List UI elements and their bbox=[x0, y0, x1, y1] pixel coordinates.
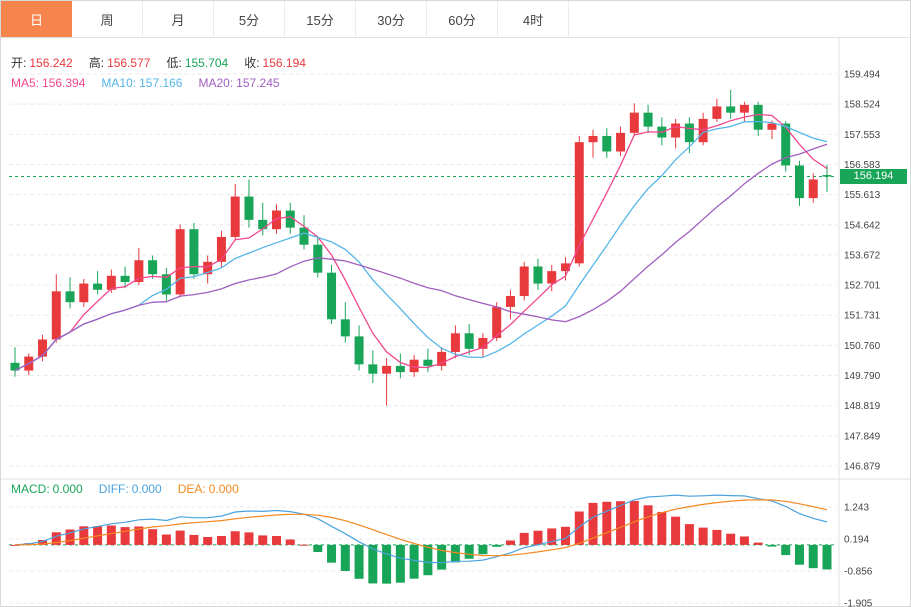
svg-text:151.731: 151.731 bbox=[844, 311, 881, 322]
svg-text:152.701: 152.701 bbox=[844, 281, 881, 292]
svg-text:154.642: 154.642 bbox=[844, 220, 881, 231]
tab-day[interactable]: 日 bbox=[1, 1, 72, 37]
svg-text:150.760: 150.760 bbox=[844, 341, 881, 352]
svg-text:1.243: 1.243 bbox=[844, 503, 869, 514]
candlestick-macd-svg: 159.494 158.524 157.553 156.583 155.613 154.6… bbox=[1, 38, 910, 607]
tab-60min[interactable]: 60分 bbox=[427, 1, 498, 37]
tab-30min[interactable]: 30分 bbox=[356, 1, 427, 37]
svg-text:156.583: 156.583 bbox=[844, 160, 881, 171]
svg-text:153.672: 153.672 bbox=[844, 250, 881, 261]
svg-text:157.553: 157.553 bbox=[844, 130, 881, 141]
chart-area[interactable]: 159.494 158.524 157.553 156.583 155.613 154.6… bbox=[1, 38, 910, 607]
tab-month[interactable]: 月 bbox=[143, 1, 214, 37]
svg-text:149.790: 149.790 bbox=[844, 371, 881, 382]
svg-text:0.194: 0.194 bbox=[844, 534, 869, 545]
svg-text:148.819: 148.819 bbox=[844, 401, 881, 412]
svg-text:159.494: 159.494 bbox=[844, 70, 881, 81]
svg-text:155.613: 155.613 bbox=[844, 190, 881, 201]
svg-text:147.849: 147.849 bbox=[844, 431, 881, 442]
tab-4hour[interactable]: 4时 bbox=[498, 1, 569, 37]
svg-text:-0.856: -0.856 bbox=[844, 567, 873, 578]
tab-week[interactable]: 周 bbox=[72, 1, 143, 37]
interval-tabbar: 日周月 5分 15分 30分 60分 4时 bbox=[1, 1, 910, 38]
svg-text:-1.905: -1.905 bbox=[844, 598, 873, 607]
svg-text:158.524: 158.524 bbox=[844, 100, 881, 111]
tab-15min[interactable]: 15分 bbox=[285, 1, 356, 37]
tab-5min[interactable]: 5分 bbox=[214, 1, 285, 37]
svg-text:146.879: 146.879 bbox=[844, 462, 881, 473]
